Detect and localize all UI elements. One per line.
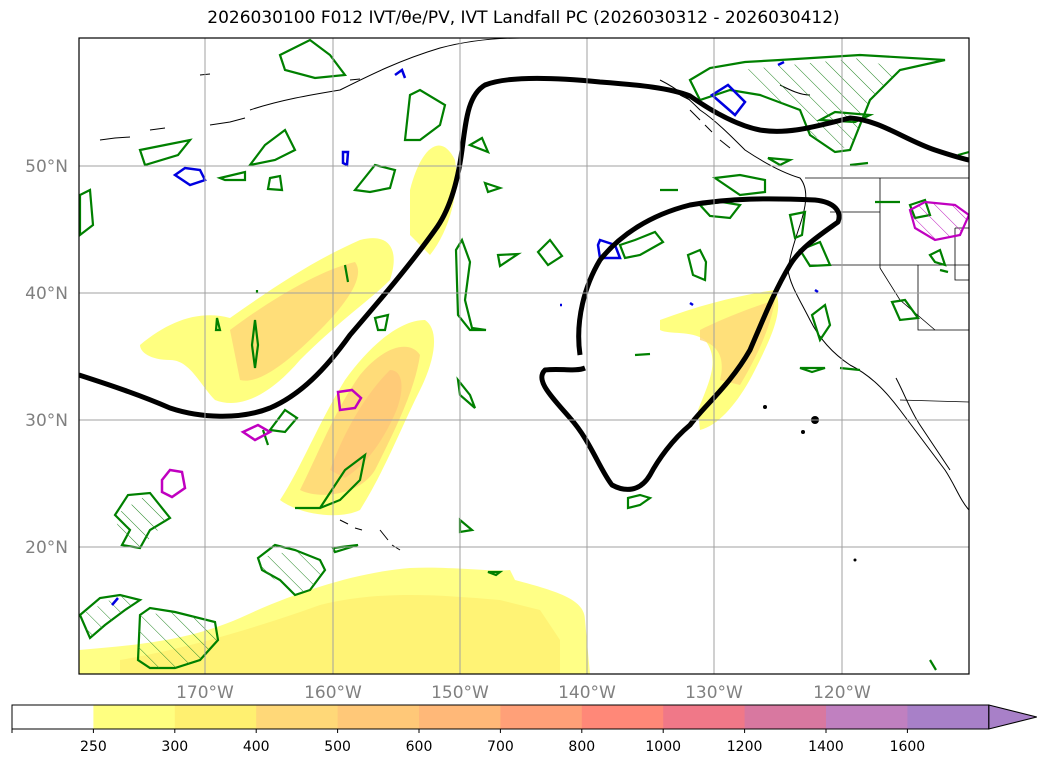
colorbar-segment [826,705,908,729]
colorbar-tick-label: 300 [161,739,188,755]
colorbar-segment [744,705,827,729]
colorbar-segment [663,705,746,729]
colorbar-tick-label: 800 [568,739,595,755]
colorbar-segment [93,705,176,729]
gridlines [79,38,969,674]
colorbar-tick-label: 500 [324,739,351,755]
figure-title: 2026030100 F012 IVT/θe/PV, IVT Landfall … [207,8,840,28]
lon-label-140w: 140°W [558,683,616,703]
lat-label-20: 20°N [25,538,68,558]
colorbar-segment [256,705,339,729]
lat-label-30: 30°N [25,411,68,431]
lon-label-150w: 150°W [431,683,489,703]
lat-label-40: 40°N [25,284,68,304]
colorbar-extend-arrow [988,704,1037,730]
colorbar-segment [500,705,583,729]
lon-label-160w: 160°W [304,683,362,703]
lon-label-170w: 170°W [176,683,234,703]
colorbar-segment [581,705,664,729]
colorbar-segment [12,705,94,729]
theta-e-contours [79,75,969,492]
colorbar-tick-label: 1400 [808,739,844,755]
colorbar-tick-label: 1200 [727,739,763,755]
colorbar-segment [337,705,420,729]
colorbar: 250 300 400 500 600 700 800 1000 1200 1400 1600 [11,704,1037,755]
map-layers [79,38,969,674]
colorbar-segment [907,705,990,729]
lat-label-50: 50°N [25,157,68,177]
colorbar-tick-label: 700 [487,739,514,755]
colorbar-tick-label: 1000 [645,739,681,755]
colorbar-tick-label: 250 [80,739,107,755]
colorbar-tick-label: 400 [243,739,270,755]
colorbar-segment [419,705,501,729]
blue-contours [111,60,819,606]
hatched-regions [80,58,900,668]
colorbar-tick-label: 600 [406,739,433,755]
magenta-contours [160,200,969,499]
lon-label-120w: 120°W [813,683,871,703]
colorbar-segment [174,705,257,729]
colorbar-tick-label: 1600 [890,739,926,755]
lon-label-130w: 130°W [685,683,743,703]
map-frame [78,37,970,675]
